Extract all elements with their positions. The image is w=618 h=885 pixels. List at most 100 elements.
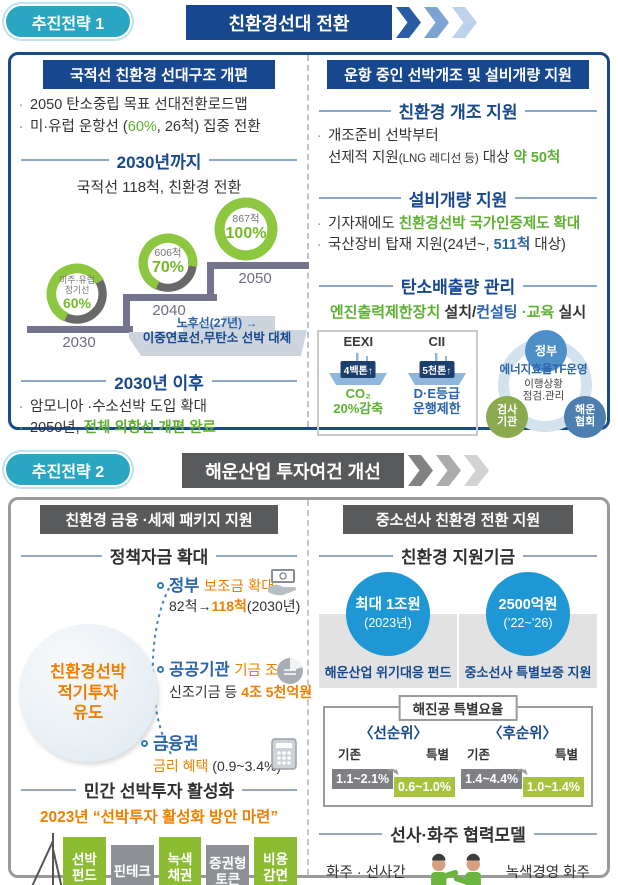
- container-ship-graphic: 선박 펀드 핀테크 녹색 채권 증권형 토큰 비용 감면: [17, 831, 301, 885]
- panel-header: 국적선 친환경 선대구조 개편: [43, 60, 275, 89]
- policy-fund-diagram: 친환경선박 적기투자 유도 정부 보조금 확대 82척→118척(2030년) …: [17, 569, 312, 774]
- item-public-institution: 공공기관 기금 조성: [157, 656, 292, 680]
- existing-label: 기존: [467, 748, 491, 762]
- year-label: 2030: [62, 333, 96, 351]
- container-box: 핀테크: [110, 845, 154, 885]
- step-bar: [207, 261, 309, 269]
- bullet: 국산장비 탑재 지원(24년~, 511척 대상): [315, 235, 601, 257]
- subheading: 2030년까지: [21, 148, 297, 173]
- panel-header: 운항 중인 선박개조 및 설비개량 지원: [327, 60, 589, 89]
- container-box: 증권형 토큰: [206, 845, 250, 885]
- strategy2-badge: 추진전략 2: [6, 454, 130, 485]
- connector-dot-icon: [141, 740, 148, 747]
- strategy1-title: 친환경선대 전환: [186, 5, 392, 40]
- fund-amount-circle: 최대 1조원 (2023년): [346, 572, 430, 656]
- container-boxes: 선박 펀드 핀테크 녹색 채권 증권형 토큰 비용 감면: [63, 837, 297, 885]
- energy-efficiency-tf-diagram: 정부 검사 기관 해운 협회 에너지효율TF운영 이행상황 점검.관리: [486, 330, 607, 442]
- tf-node-shipping-assoc: 해운 협회: [564, 396, 607, 438]
- old-ship-silhouette-icon: [129, 315, 307, 356]
- donut-labels: 606척 70%: [151, 246, 185, 277]
- container-box: 비용 감면: [254, 837, 297, 885]
- tf-node-inspection: 검사 기관: [486, 396, 529, 438]
- fleet-transition-chart: 2030 2040 2050 미주·유럽 정기선 60%: [17, 197, 309, 360]
- special-label: 특별: [554, 748, 578, 762]
- special-label: 특별: [425, 748, 449, 762]
- subheading: 친환경 지원기금: [319, 543, 598, 568]
- year-label: 2040: [152, 301, 186, 319]
- mast-icon: [31, 833, 63, 885]
- item-public-detail: 신조기금 등 4조 5천억원: [169, 684, 313, 700]
- strategy1-header: 추진전략 1 친환경선대 전환: [0, 0, 618, 46]
- item-government-detail: 82척→118척(2030년): [169, 598, 301, 614]
- strategy1-badge: 추진전략 1: [6, 6, 130, 37]
- eexi-column: EEXI 4백톤↑ CO₂ 20%감축: [319, 332, 398, 434]
- fund-special-guarantee: 2500억원 (’22~’26) 중소선사 특별보증 지원: [459, 572, 597, 688]
- subheading: 2030년 이후: [21, 369, 297, 394]
- curved-arrow-icon: [387, 768, 399, 775]
- item-government: 정부 보조금 확대: [157, 572, 275, 596]
- finance-tax-panel: 친환경 금융 ·세제 패키지 지원 정책자금 확대 친환경선박 적기투자 유도 …: [11, 500, 312, 885]
- small-shipper-panel: 중소선사 친환경 전환 지원 친환경 지원기금 최대 1조원 (2023년) 해…: [309, 500, 607, 885]
- special-rate-box: 해진공 특별요율 〈선순위〉 기존 특별 1.1~2.1% 0.6~1.0%: [323, 695, 593, 807]
- bullet: 개조준비 선박부터: [315, 126, 601, 148]
- coop-left-text: 화주 · 선사간 민간차원 협력유도: [326, 865, 406, 882]
- year-label: 2050: [238, 269, 272, 287]
- donut-2040: 606척 70%: [137, 232, 199, 294]
- donut-2030: 미주·유럽 정기선 60%: [45, 262, 109, 326]
- existing-rate: 1.4~4.4%: [461, 769, 523, 789]
- carbon-detail-row: EEXI 4백톤↑ CO₂ 20%감축: [315, 330, 607, 442]
- panel-header: 중소선사 친환경 전환 지원: [343, 505, 573, 534]
- panel-header: 친환경 금융 ·세제 패키지 지원: [40, 505, 278, 534]
- retrofit-support-panel: 운항 중인 선박개조 및 설비개량 지원 친환경 개조 지원 개조준비 선박부터…: [309, 55, 607, 438]
- subheading-text: 국적선 118척, 친환경 전환: [76, 178, 242, 196]
- step-bar: [27, 325, 133, 333]
- item-financial-detail: 금리 혜택 (0.9~3.4%): [153, 758, 282, 774]
- step-bar: [123, 293, 217, 301]
- donut-ring-icon: [214, 197, 278, 260]
- bullet-continuation: 선제적 지원(LNG 레디선 등) 대상 약 50척: [328, 149, 561, 166]
- chevron-icon: [408, 455, 433, 486]
- step-riser: [207, 261, 214, 301]
- strategy2-header: 추진전략 2 해운산업 투자여건 개선: [0, 448, 618, 494]
- item-financial-sector: 금융권: [141, 730, 199, 754]
- bullet: 2050년, 전체 외항선 개편 완료: [17, 418, 301, 440]
- cooperation-model: 화주 · 선사간 민간차원 협력유도: [315, 849, 601, 885]
- policy-quote: 2023년 “선박투자 활성화 방안 마련”: [39, 809, 279, 826]
- existing-rate: 1.1~2.1%: [332, 769, 394, 789]
- calculator-icon: [271, 738, 297, 770]
- strategy2-section: 친환경 금융 ·세제 패키지 지원 정책자금 확대 친환경선박 적기투자 유도 …: [8, 497, 610, 885]
- special-rate: 0.6~1.0%: [393, 777, 455, 797]
- chevron-icon: [424, 7, 449, 38]
- subheading: 정책자금 확대: [21, 543, 298, 568]
- strategy2-title: 해운산업 투자여건 개선: [182, 453, 404, 488]
- senior-rate-group: 〈선순위〉 기존 특별 1.1~2.1% 0.6~1.0%: [329, 716, 458, 797]
- bullet: 기자재에도 친환경선박 국가인증제도 확대: [315, 214, 601, 236]
- connector-dot-icon: [157, 666, 164, 673]
- special-rate-title: 해진공 특별요율: [398, 695, 518, 721]
- donut-ring-icon: [138, 233, 198, 292]
- subheading: 친환경 개조 지원: [319, 98, 597, 123]
- carbon-measures-line: 엔진출력제한장치 설치/컨설팅 ·교육 실시: [329, 304, 587, 321]
- subheading: 설비개량 지원: [319, 186, 598, 211]
- donut-labels: 867척 100%: [225, 212, 267, 243]
- chevron-icon: [464, 455, 489, 486]
- chevron-icon: [436, 455, 461, 486]
- bullet: 미·유럽 운항선 (60%, 26척) 집중 전환: [17, 117, 301, 139]
- ship-icon: 5천톤↑: [405, 349, 469, 387]
- coop-right-text: 녹색경영 화주 녹색금융 지원 확대: [505, 865, 590, 882]
- bullet: 암모니아 ·수소선박 도입 확대: [17, 397, 301, 419]
- tf-node-government: 정부: [525, 330, 568, 372]
- special-rate: 1.0~1.4%: [522, 777, 584, 797]
- strategy1-section: 국적선 친환경 선대구조 개편 2050 탄소중립 목표 선대전환로드맵 미·유…: [8, 52, 610, 440]
- junior-rate-group: 〈후순위〉 기존 특별 1.4~4.4% 1.0~1.4%: [458, 716, 587, 797]
- eexi-cii-box: EEXI 4백톤↑ CO₂ 20%감축: [317, 330, 479, 436]
- existing-label: 기존: [338, 748, 362, 762]
- fund-amount-circle: 2500억원 (’22~’26): [486, 572, 570, 656]
- cii-column: CII 5천톤↑ D·E등급 운행제한: [398, 332, 477, 434]
- container-box: 녹색 채권: [158, 837, 202, 885]
- chevron-arrows-icon: [408, 455, 489, 486]
- handshake-people-icon: [430, 853, 481, 885]
- ship-replacement-note: 노후선(27년) → 이중연료선,무탄소 선박 대체: [142, 315, 292, 345]
- ship-icon: 4백톤↑: [326, 349, 390, 387]
- chevron-icon: [452, 7, 477, 38]
